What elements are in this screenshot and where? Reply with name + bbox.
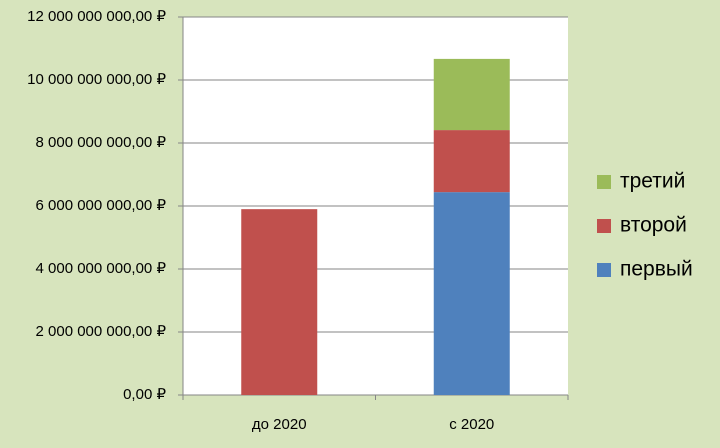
y-tick-label: 8 000 000 000,00 ₽: [36, 134, 167, 151]
bar-segment: [433, 58, 510, 131]
legend-text: второй: [620, 214, 687, 237]
legend-swatch: [597, 219, 611, 233]
legend-swatch: [597, 175, 611, 189]
legend-text: третий: [620, 170, 685, 193]
y-tick-label: 4 000 000 000,00 ₽: [36, 260, 167, 277]
bar-segment: [433, 130, 510, 193]
y-tick-label: 12 000 000 000,00 ₽: [27, 8, 166, 25]
legend-swatch: [597, 263, 611, 277]
bar-segment: [433, 192, 510, 395]
x-tick-label: до 2020: [252, 416, 307, 433]
y-tick-label: 6 000 000 000,00 ₽: [36, 197, 167, 214]
legend-text: первый: [620, 258, 693, 281]
x-tick-label: с 2020: [449, 416, 494, 433]
y-tick-label: 2 000 000 000,00 ₽: [36, 323, 167, 340]
bar-segment: [241, 209, 318, 395]
y-tick-label: 0,00 ₽: [123, 386, 166, 403]
y-tick-label: 10 000 000 000,00 ₽: [27, 71, 166, 88]
